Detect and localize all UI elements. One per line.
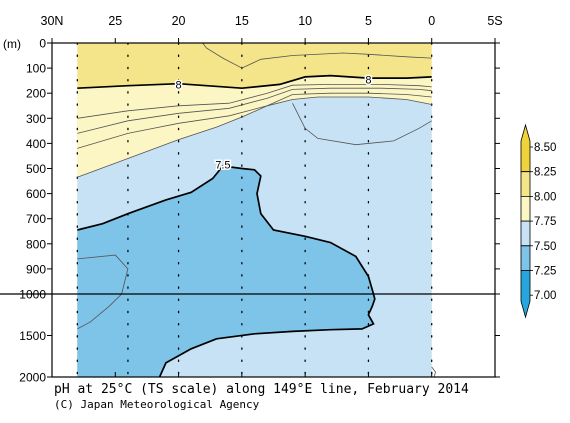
colorbar-label: 8.00 (534, 191, 556, 203)
x-tick-label: 25 (108, 14, 122, 28)
contour-line-8.25 (202, 43, 432, 69)
y-tick-label: 500 (26, 162, 46, 176)
colorbar-swatch (520, 196, 531, 222)
contour-label: 8 (365, 74, 371, 86)
x-tick-label: 10 (298, 14, 312, 28)
colorbar-label: 7.25 (534, 266, 556, 278)
y-tick-label: 800 (26, 237, 46, 251)
colorbar-swatch (520, 123, 531, 173)
y-tick-label: 0 (39, 37, 46, 51)
y-tick-label: 200 (26, 87, 46, 101)
contour-line-8 (77, 74, 432, 90)
y-tick-label: 100 (26, 62, 46, 76)
y-axis-unit: (m) (3, 37, 21, 51)
y-tick-label: 600 (26, 187, 46, 201)
x-tick-label: 5S (487, 14, 502, 28)
y-tick-label: 700 (26, 212, 46, 226)
y-tick-label: 400 (26, 137, 46, 151)
colorbar-swatch (520, 245, 531, 271)
thin-contour-line (77, 84, 432, 119)
colorbar-label: 7.75 (534, 216, 556, 228)
contour-label: 8 (176, 79, 182, 91)
fill-band-top-pocket (202, 43, 432, 69)
contour-label: 7.5 (215, 160, 230, 172)
colorbar-swatch (520, 220, 531, 247)
y-tick-label: 1000 (19, 288, 46, 302)
colorbar: 8.50 8.25 8.00 7.75 7.50 7.25 7.00 (520, 123, 556, 319)
x-tick-label: 0 (428, 14, 435, 28)
y-tick-label: 900 (26, 262, 46, 276)
thin-contour-line (292, 103, 432, 146)
x-tick-label: 5 (365, 14, 372, 28)
y-tick-label: 1500 (19, 329, 46, 343)
thin-contour-line (77, 87, 432, 134)
colorbar-swatch (520, 270, 531, 319)
y-axis: 0 100 200 300 400 500 600 700 800 900 1000 1500 2000 (19, 37, 500, 385)
plot-frame (51, 42, 496, 378)
thin-contour-line (431, 366, 436, 377)
credit-text: (C) Japan Meteorological Agency (54, 398, 260, 411)
contour-fill-layer (77, 43, 432, 377)
colorbar-label: 7.50 (534, 241, 556, 253)
colorbar-label: 7.00 (534, 290, 556, 302)
colorbar-label: 8.50 (534, 142, 556, 154)
colorbar-swatch (520, 171, 531, 197)
x-tick-label: 30N (41, 14, 64, 28)
x-axis: 30N 25 20 15 10 5 0 5S (41, 14, 503, 377)
y-tick-label: 2000 (19, 371, 46, 385)
thin-contour-line (77, 92, 432, 149)
contour-label-layer: 8 87.5 (174, 73, 373, 173)
y-tick-label: 300 (26, 112, 46, 126)
contour-line-7.5 (77, 165, 376, 377)
colorbar-label: 8.25 (534, 167, 556, 179)
x-tick-label: 20 (172, 14, 186, 28)
chart-title: pH at 25°C (TS scale) along 149°E line, … (54, 382, 469, 397)
fill-band-7.25-7.50 (77, 166, 375, 377)
contour-line-7.75 (77, 96, 432, 178)
contour-lines (77, 43, 436, 377)
x-tick-label: 15 (235, 14, 249, 28)
